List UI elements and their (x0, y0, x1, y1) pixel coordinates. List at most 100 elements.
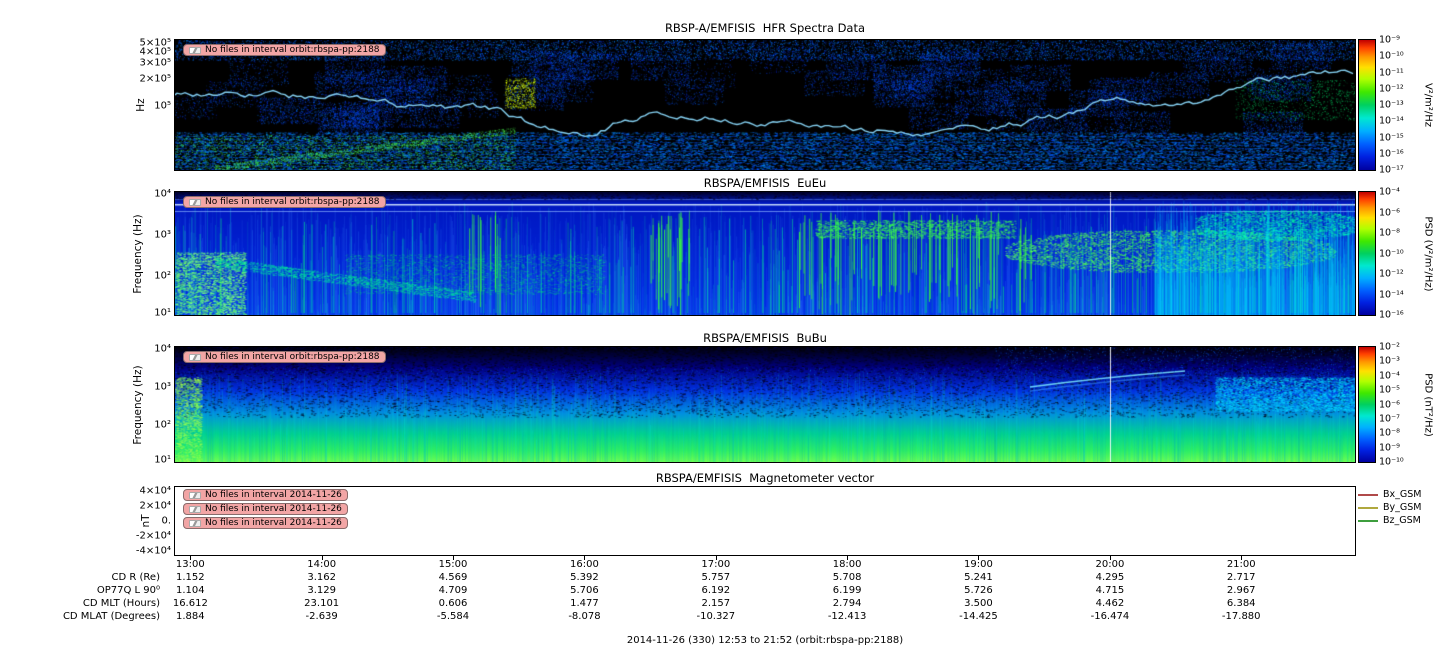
no-data-icon (189, 46, 201, 54)
panel3-ytick: 10¹ (154, 454, 171, 466)
panel3-colorbar (1358, 346, 1376, 463)
panel2-colorbar-tick: 10⁻¹⁰ (1379, 248, 1404, 259)
panel3-colorbar-label: PSD (nT²/Hz) (1422, 373, 1434, 437)
context-row-value: 3.162 (307, 572, 336, 583)
panel1-colorbar-label: V²/m²/Hz (1422, 82, 1434, 128)
time-tick-mark (978, 556, 980, 560)
context-row-label: CD R (Re) (111, 572, 160, 583)
legend-label: By_GSM (1383, 502, 1422, 513)
context-row-value: -10.327 (696, 611, 736, 622)
legend-item-bz-gsm: Bz_GSM (1358, 515, 1421, 526)
context-row-value: 4.715 (1095, 585, 1125, 596)
no-data-icon (189, 519, 201, 527)
panel1-ylabel: Hz (135, 98, 147, 112)
context-row-value: 4.295 (1095, 572, 1125, 583)
panel1-colorbar-tick: 10⁻¹⁵ (1379, 132, 1404, 143)
no-files-badge-text: No files in interval orbit:rbspa-pp:2188 (205, 196, 380, 207)
context-row-label: CD MLAT (Degrees) (62, 611, 160, 622)
context-row-label: OP77Q L 90⁰ (96, 585, 160, 596)
legend-item-bx-gsm: Bx_GSM (1358, 489, 1421, 500)
time-tick-label: 20:00 (1095, 559, 1125, 570)
context-row-value: -16.474 (1090, 611, 1130, 622)
context-row-value: 1.884 (176, 611, 205, 622)
panel2-colorbar-tick: 10⁻¹⁴ (1379, 289, 1404, 300)
legend-line-swatch (1358, 493, 1378, 496)
time-tick-label: 17:00 (701, 559, 731, 570)
panel4-title: RBSPA/EMFISIS Magnetometer vector (655, 471, 875, 485)
context-row-label: CD MLT (Hours) (82, 598, 160, 609)
time-tick-mark (1109, 556, 1111, 560)
time-tick-mark (1241, 556, 1243, 560)
context-row-value: 3.500 (964, 598, 993, 609)
panel2-ytick: 10¹ (154, 307, 171, 319)
no-files-badge-text: No files in interval 2014-11-26 (205, 517, 342, 528)
panel3-colorbar-tick: 10⁻⁴ (1379, 370, 1400, 382)
panel2-colorbar-tick: 10⁻¹² (1379, 268, 1404, 280)
legend-line-swatch (1358, 506, 1378, 509)
context-row-value: 2.157 (701, 598, 731, 609)
panel3-ylabel: Frequency (Hz) (132, 365, 144, 445)
figure-caption: 2014-11-26 (330) 12:53 to 21:52 (orbit:r… (626, 635, 904, 646)
panel1-ytick: 2×10⁵ (139, 73, 171, 85)
time-tick-mark (321, 556, 323, 560)
context-row-value: 5.726 (964, 585, 993, 596)
context-row-value: 2.717 (1226, 572, 1256, 583)
time-tick-mark (584, 556, 586, 560)
context-row-value: 1.477 (570, 598, 599, 609)
panel2-colorbar-tick: 10⁻⁸ (1379, 227, 1400, 239)
panel3-ytick: 10² (154, 419, 171, 431)
legend-item-by-gsm: By_GSM (1358, 502, 1421, 513)
context-row-value: 2.794 (832, 598, 862, 609)
magnetometer-plot[interactable]: No files in interval 2014-11-26 No files … (174, 486, 1356, 556)
context-row-value: 6.384 (1226, 598, 1256, 609)
eueu-spectrogram-plot[interactable]: No files in interval orbit:rbspa-pp:2188 (174, 191, 1356, 316)
panel2-colorbar-tick: 10⁻⁴ (1379, 186, 1400, 198)
context-row-value: 2.967 (1226, 585, 1256, 596)
panel3-colorbar-tick: 10⁻⁷ (1379, 413, 1400, 425)
panel2-ytick: 10³ (154, 229, 171, 241)
eueu-spectrogram-canvas (175, 192, 1355, 315)
time-tick-label: 13:00 (175, 559, 205, 570)
context-row-value: -5.584 (436, 611, 470, 622)
no-data-icon (189, 491, 201, 499)
legend-label: Bz_GSM (1383, 515, 1421, 526)
panel1-colorbar-tick: 10⁻¹⁴ (1379, 115, 1404, 127)
panel1-colorbar-tick: 10⁻¹¹ (1379, 67, 1404, 78)
panel4-ytick: 0. (161, 515, 171, 527)
panel3-colorbar-tick: 10⁻⁵ (1379, 384, 1400, 396)
context-row-value: 6.199 (832, 585, 862, 596)
panel2-ytick: 10⁴ (154, 188, 171, 200)
context-row-value: -14.425 (959, 611, 998, 622)
no-data-icon (189, 353, 201, 361)
hfr-spectrogram-canvas (175, 40, 1355, 170)
panel3-colorbar-tick: 10⁻⁸ (1379, 427, 1400, 439)
bubu-spectrogram-plot[interactable]: No files in interval orbit:rbspa-pp:2188 (174, 346, 1356, 463)
panel3-colorbar-tick: 10⁻¹⁰ (1379, 456, 1404, 468)
context-row-value: 5.708 (832, 572, 862, 583)
no-files-badge-text: No files in interval orbit:rbspa-pp:2188 (205, 351, 380, 362)
panel1-colorbar-tick: 10⁻⁹ (1379, 34, 1400, 46)
panel1-ytick: 10⁵ (154, 100, 171, 112)
context-row-value: 5.757 (701, 572, 731, 583)
panel4-ytick: 4×10⁴ (139, 485, 171, 497)
panel3-colorbar-tick: 10⁻² (1379, 341, 1400, 353)
no-files-badge: No files in interval orbit:rbspa-pp:2188 (183, 351, 386, 363)
context-row-value: 6.192 (701, 585, 731, 596)
panel2-title: RBSPA/EMFISIS EuEu (703, 176, 827, 190)
context-row-value: 4.709 (438, 585, 468, 596)
context-row-value: -12.413 (827, 611, 867, 622)
time-tick-label: 16:00 (570, 559, 599, 570)
panel1-ytick: 4×10⁵ (139, 46, 171, 58)
panel1-colorbar (1358, 39, 1376, 171)
panel1-ytick: 3×10⁵ (139, 57, 171, 69)
time-tick-mark (715, 556, 717, 560)
time-tick-mark (847, 556, 849, 560)
panel1-colorbar-tick: 10⁻¹⁰ (1379, 50, 1404, 62)
no-files-badge: No files in interval 2014-11-26 (183, 517, 348, 529)
no-files-badge-text: No files in interval 2014-11-26 (205, 489, 342, 500)
time-tick-label: 21:00 (1226, 559, 1256, 570)
hfr-spectrogram-plot[interactable]: No files in interval orbit:rbspa-pp:2188 (174, 39, 1356, 171)
legend-line-swatch (1358, 519, 1378, 522)
time-tick-mark (453, 556, 454, 560)
